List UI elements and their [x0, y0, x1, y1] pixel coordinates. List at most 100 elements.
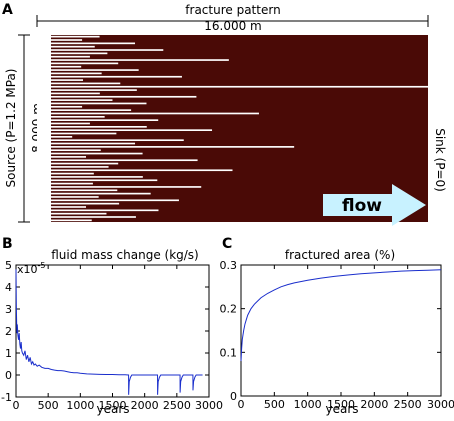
- chart-b-title: fluid mass change (kg/s): [51, 248, 199, 262]
- fracture-line: [37, 212, 107, 215]
- fracture-line: [37, 99, 113, 101]
- fracture-line: [37, 149, 101, 152]
- source-label: Source (P=1.2 MPa): [4, 69, 18, 188]
- fracture-line: [37, 122, 90, 125]
- fracture-line: [37, 159, 198, 162]
- fracture-line: [37, 126, 147, 128]
- fracture-line: [37, 196, 99, 198]
- y-tick-label: 0.1: [220, 346, 238, 359]
- x-tick-label: 3000: [195, 399, 223, 412]
- fracture-line: [37, 176, 143, 178]
- fracture-pattern-image: [37, 35, 428, 222]
- fracture-line: [37, 162, 119, 165]
- fracture-line: [37, 82, 121, 85]
- fracture-line: [37, 49, 164, 51]
- source-strip: [37, 35, 51, 222]
- fracture-line: [37, 112, 259, 115]
- fracture-line: [37, 52, 108, 55]
- series-line: [240, 269, 442, 362]
- x-tick-label: 1500: [327, 398, 355, 411]
- fracture-line: [37, 139, 184, 142]
- x-tick-label: 1500: [99, 399, 127, 412]
- x-tick-label: 1000: [294, 398, 322, 411]
- fracture-line: [37, 166, 109, 168]
- fracture-line: [37, 69, 139, 71]
- x-tick-label: 500: [38, 399, 59, 412]
- height-dimension: [18, 34, 30, 223]
- y-tick-label: 3: [5, 303, 12, 316]
- fracture-line: [37, 209, 159, 212]
- fracture-line: [37, 199, 179, 202]
- x-tick-label: 2500: [394, 398, 422, 411]
- fracture-line: [37, 186, 202, 188]
- fracture-line: [37, 109, 132, 111]
- panel-c-letter: C: [222, 236, 232, 252]
- chart-c-plot: 0 500 1000 1500 2000 2500 3000 0 0.1 0.2 0.3: [220, 259, 454, 411]
- y-tick-label: 0: [230, 390, 237, 403]
- fracture-line: [37, 55, 90, 58]
- fracture-line: [37, 79, 84, 81]
- fracture-line: [37, 62, 119, 65]
- fracture-line: [37, 102, 147, 105]
- flow-arrow: flow: [323, 184, 426, 226]
- fracture-line: [37, 152, 143, 155]
- panel-a-title: fracture pattern: [185, 3, 280, 17]
- y-tick-label: -1: [1, 391, 12, 404]
- y-tick-label: 0: [5, 369, 12, 382]
- fracture-line: [37, 65, 82, 68]
- fracture-line: [37, 132, 117, 135]
- y-tick-label: 2: [5, 325, 12, 338]
- fracture-line: [37, 85, 428, 88]
- flow-label: flow: [342, 196, 382, 216]
- plot-frame: [240, 264, 442, 397]
- fracture-line: [37, 146, 295, 148]
- fracture-line: [37, 192, 151, 195]
- fracture-line: [37, 172, 94, 175]
- fracture-line: [37, 189, 118, 192]
- series-line: [15, 269, 203, 395]
- fracture-line: [37, 136, 73, 138]
- fracture-line: [37, 42, 136, 45]
- width-label: 16.000 m: [204, 19, 262, 33]
- y-tick-label: 1: [5, 347, 12, 360]
- fracture-line: [37, 142, 136, 145]
- width-dimension: [36, 15, 429, 27]
- fracture-line: [37, 129, 213, 131]
- panel-b-letter: B: [2, 236, 13, 252]
- y-tick-label: 0.3: [220, 259, 238, 272]
- fracture-line: [37, 169, 233, 172]
- fracture-line: [37, 156, 87, 158]
- fracture-line: [37, 45, 95, 48]
- chart-c-title: fractured area (%): [285, 248, 395, 262]
- fracture-line: [37, 105, 83, 108]
- fracture-line: [37, 179, 158, 182]
- fracture-line: [37, 92, 100, 95]
- fracture-line: [37, 59, 229, 61]
- x-tick-label: 0: [13, 399, 20, 412]
- chart-b-xlabel: years: [96, 402, 129, 416]
- fracture-line: [37, 35, 100, 38]
- fracture-line: [37, 39, 83, 41]
- fracture-line: [37, 89, 137, 91]
- fracture-line: [37, 72, 102, 75]
- x-tick-label: 0: [238, 398, 245, 411]
- y-tick-label: 0.2: [220, 303, 238, 316]
- y-tick-label: 5: [5, 259, 12, 272]
- fracture-line: [37, 75, 182, 78]
- fracture-line: [37, 119, 159, 121]
- x-tick-label: 500: [264, 398, 285, 411]
- fracture-line: [37, 115, 105, 118]
- sink-label: Sink (P=0): [433, 128, 447, 192]
- fracture-line: [37, 206, 87, 208]
- fracture-line: [37, 182, 93, 185]
- x-tick-label: 2000: [360, 398, 388, 411]
- y-tick-label: 4: [5, 281, 12, 294]
- fracture-line: [37, 202, 120, 205]
- chart-b-multiplier: x10-5: [17, 261, 46, 276]
- fracture-line: [37, 95, 197, 98]
- chart-c-xlabel: years: [325, 402, 358, 416]
- fracture-line: [37, 219, 92, 222]
- panel-a-letter: A: [2, 2, 13, 18]
